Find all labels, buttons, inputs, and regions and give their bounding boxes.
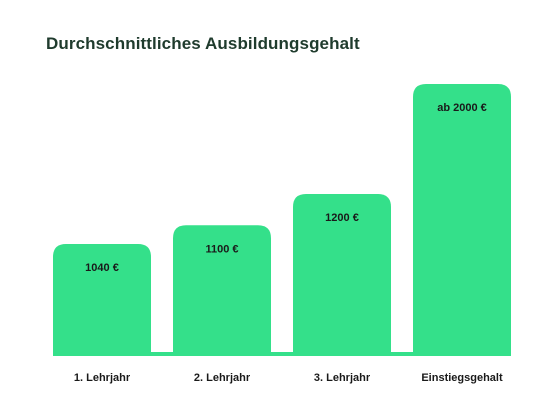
baseline-strip xyxy=(53,352,511,356)
data-label-2: 1100 € xyxy=(205,243,238,255)
data-label-3: 1200 € xyxy=(325,212,359,224)
data-label-1: 1040 € xyxy=(85,262,119,274)
category-label-2: 2. Lehrjahr xyxy=(194,372,251,384)
chart-title: Durchschnittliches Ausbildungsgehalt xyxy=(46,34,360,53)
data-label-4: ab 2000 € xyxy=(437,102,487,114)
bar-4 xyxy=(413,84,511,356)
labels-layer: 1040 € 1. Lehrjahr 1100 € 2. Lehrjahr 1200 €… xyxy=(74,102,503,384)
bars-layer xyxy=(53,84,511,356)
category-label-3: 3. Lehrjahr xyxy=(314,372,371,384)
category-label-4: Einstiegsgehalt xyxy=(421,372,503,384)
category-label-1: 1. Lehrjahr xyxy=(74,372,131,384)
bar-1 xyxy=(53,244,151,356)
bar-3 xyxy=(293,194,391,356)
bar-2 xyxy=(173,225,271,356)
